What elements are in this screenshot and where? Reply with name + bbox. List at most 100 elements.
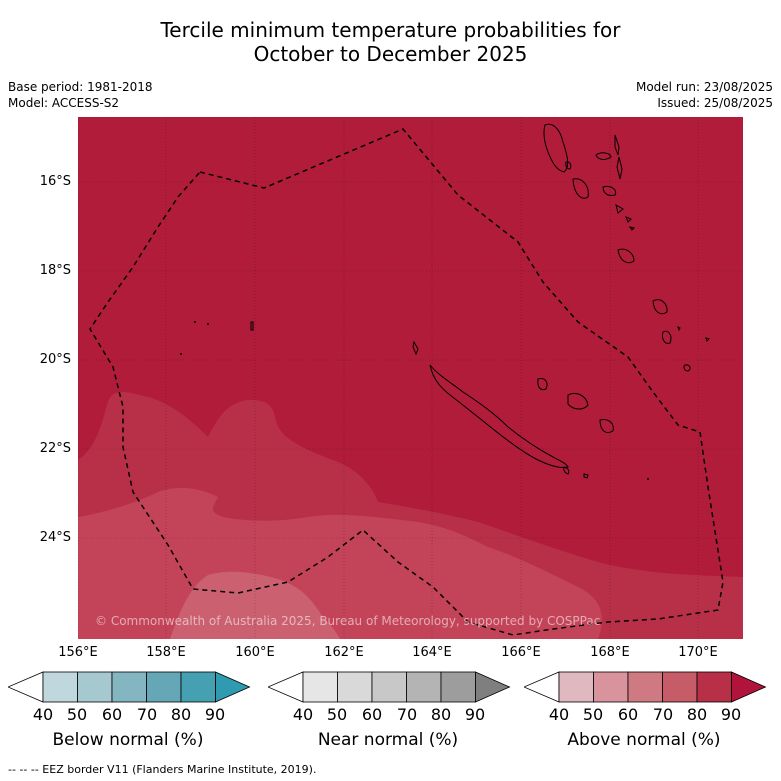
tick-label: 60 — [101, 705, 123, 724]
colorbar-above-normal — [522, 670, 768, 708]
colorbar-above-label: Above normal (%) — [567, 730, 721, 750]
colorbar-segment — [696, 671, 732, 703]
tick-label: 60 — [617, 705, 639, 724]
pentecost — [616, 156, 623, 180]
colorbar-segment — [180, 671, 216, 703]
meta-left: Base period: 1981-2018 Model: ACCESS-S2 — [8, 79, 153, 111]
chesterfield-islet-2 — [194, 321, 196, 323]
lon-label-170e: 170°E — [678, 645, 718, 660]
tick-label: 80 — [686, 705, 708, 724]
isle-of-pines — [563, 466, 570, 475]
colorbar-segment — [302, 671, 338, 703]
title-line-1: Tercile minimum temperature probabilitie… — [160, 18, 621, 42]
chesterfield-islet-1 — [250, 321, 254, 331]
epi — [615, 203, 624, 214]
colorbar-max-extend — [475, 671, 511, 703]
colorbar-segment — [337, 671, 373, 703]
islet-b — [677, 326, 681, 332]
map-title: Tercile minimum temperature probabilitie… — [0, 18, 781, 66]
lon-label-168e: 168°E — [590, 645, 630, 660]
tick-label: 80 — [430, 705, 452, 724]
tick-label: 70 — [652, 705, 674, 724]
tick-label: 50 — [582, 705, 604, 724]
colorbar-min-extend — [6, 671, 44, 703]
model-name: Model: ACCESS-S2 — [8, 96, 120, 110]
colorbar-segment — [146, 671, 182, 703]
colorbar-segment — [558, 671, 594, 703]
islet-c — [647, 478, 649, 480]
eez-footnote: -- -- -- EEZ border V11 (Flanders Marine… — [8, 763, 317, 776]
chesterfield-islet-3 — [207, 323, 209, 325]
colorbar-near-normal — [266, 670, 512, 708]
lon-label-164e: 164°E — [412, 645, 452, 660]
tick-label: 70 — [136, 705, 158, 724]
tick-label: 40 — [292, 705, 314, 724]
colorbar-segment — [627, 671, 663, 703]
malakula — [572, 178, 589, 199]
copyright-notice: © Commonwealth of Australia 2025, Bureau… — [95, 614, 601, 628]
map-svg — [78, 117, 743, 639]
lat-label-16s: 16°S — [39, 174, 71, 189]
tick-label: 40 — [548, 705, 570, 724]
tick-label: 40 — [32, 705, 54, 724]
islet-a — [705, 337, 710, 342]
lat-label-18s: 18°S — [39, 263, 71, 278]
base-period: Base period: 1981-2018 — [8, 80, 153, 94]
prob-area-60 — [170, 571, 340, 639]
tick-label: 60 — [361, 705, 383, 724]
tick-label: 90 — [464, 705, 486, 724]
tick-label: 80 — [170, 705, 192, 724]
colorbar-segment — [42, 671, 78, 703]
tick-label: 50 — [66, 705, 88, 724]
colorbar-below-label: Below normal (%) — [52, 730, 204, 750]
map-panel — [78, 117, 743, 639]
title-line-2: October to December 2025 — [253, 42, 528, 66]
belep-islands — [412, 340, 419, 356]
colorbar-near-label: Near normal (%) — [317, 730, 459, 750]
colorbar-max-extend — [215, 671, 251, 703]
lat-label-20s: 20°S — [39, 352, 71, 367]
meta-right: Model run: 23/08/2025 Issued: 25/08/2025 — [636, 79, 773, 111]
lon-label-156e: 156°E — [58, 645, 98, 660]
issued-date: Issued: 25/08/2025 — [657, 96, 773, 110]
lat-label-22s: 22°S — [39, 441, 71, 456]
tick-label: 90 — [204, 705, 226, 724]
ouvea — [537, 378, 548, 391]
bellona-islet — [180, 353, 182, 355]
malo — [565, 161, 572, 170]
colorbar-near-svg — [266, 671, 511, 703]
efate — [617, 248, 635, 264]
erromango — [652, 299, 668, 315]
lon-label-166e: 166°E — [501, 645, 541, 660]
graticule — [78, 117, 743, 639]
tanna — [662, 330, 672, 344]
colorbar-below-svg — [6, 671, 251, 703]
lon-label-160e: 160°E — [235, 645, 275, 660]
aneityum — [683, 364, 691, 372]
shepherd-islands — [625, 216, 635, 231]
colorbar-above-svg — [522, 671, 767, 703]
lat-label-24s: 24°S — [39, 530, 71, 545]
colorbar-segment — [77, 671, 113, 703]
walpole-island — [583, 473, 589, 479]
eez-border — [89, 128, 724, 636]
lon-label-162e: 162°E — [324, 645, 364, 660]
mare — [599, 419, 614, 434]
colorbar-segment — [111, 671, 147, 703]
model-run: Model run: 23/08/2025 — [635, 80, 773, 94]
lifou — [567, 392, 589, 410]
lon-label-158e: 158°E — [146, 645, 186, 660]
new-caledonia — [429, 364, 569, 468]
tick-label: 70 — [396, 705, 418, 724]
ambae — [595, 152, 612, 160]
colorbar-segment — [662, 671, 698, 703]
colorbar-min-extend — [266, 671, 304, 703]
maewo — [614, 134, 620, 156]
espiritu-santo — [543, 123, 569, 173]
tick-label: 90 — [720, 705, 742, 724]
colorbar-segment — [593, 671, 629, 703]
colorbar-segment — [440, 671, 476, 703]
colorbar-below-normal — [6, 670, 252, 708]
ambrym — [602, 186, 617, 196]
colorbar-segment — [406, 671, 442, 703]
